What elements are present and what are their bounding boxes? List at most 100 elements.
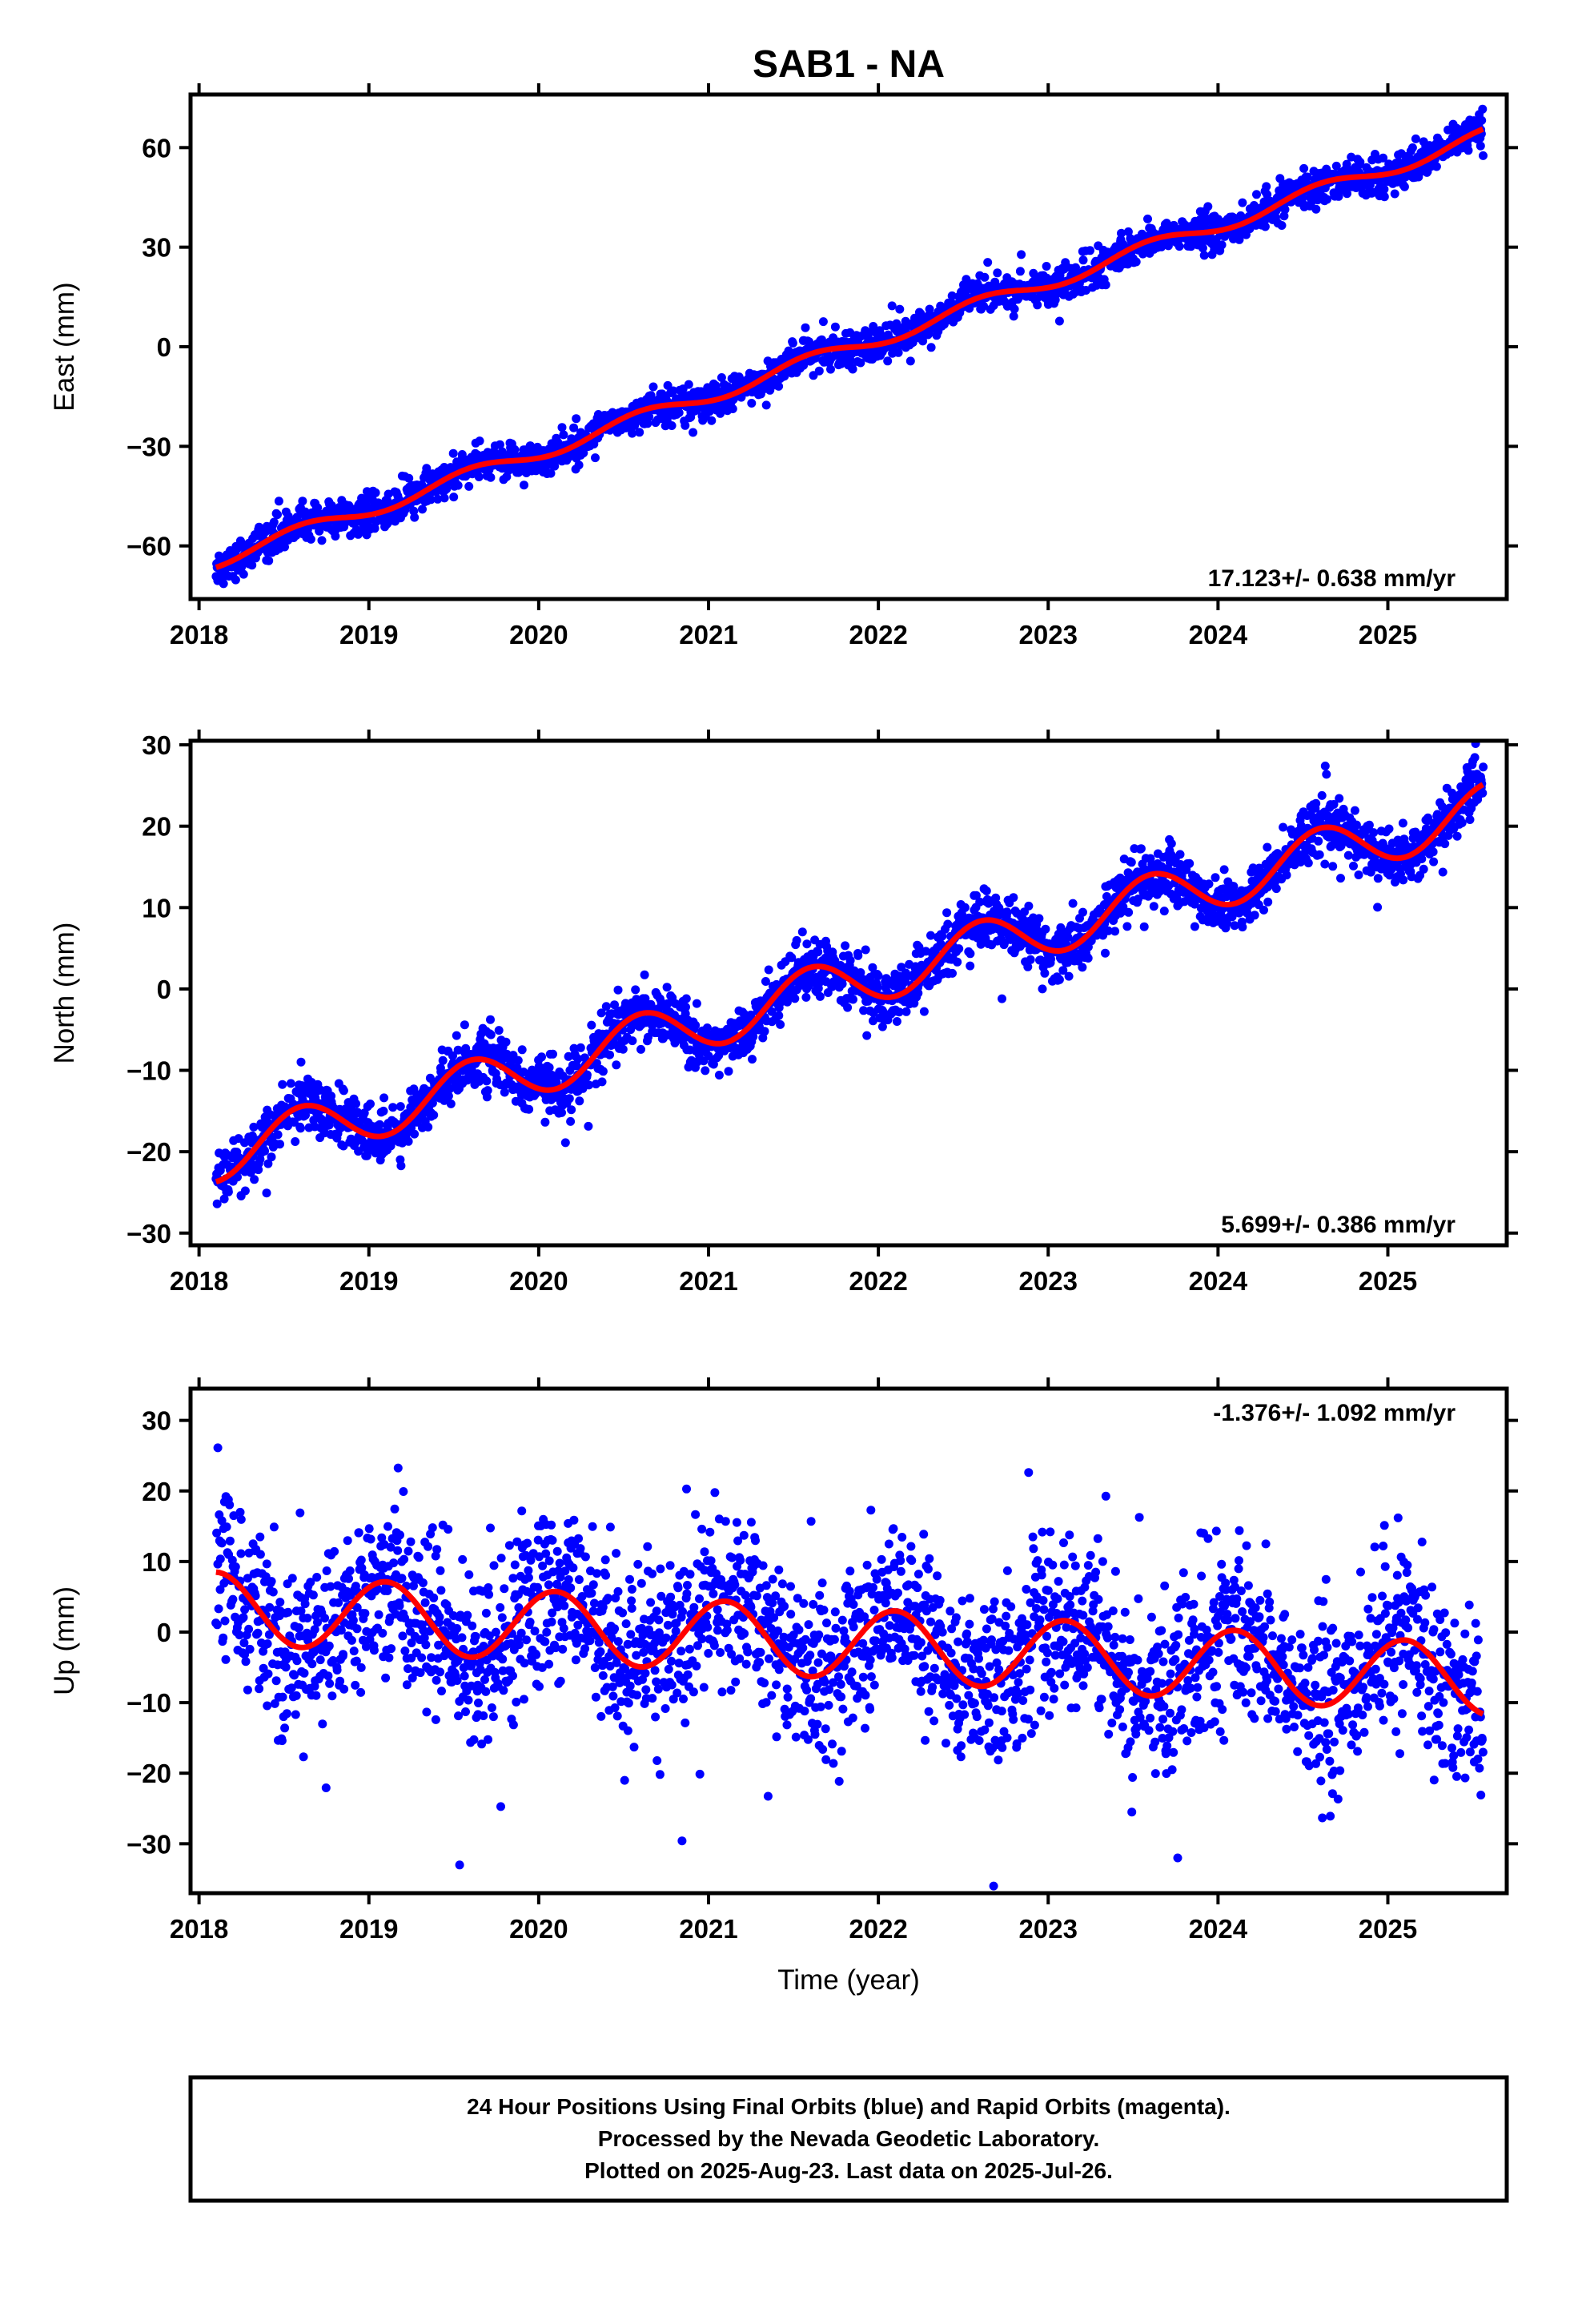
east-point (1086, 246, 1094, 255)
east-point (1390, 189, 1399, 199)
north-point (375, 1120, 384, 1129)
east-point (689, 428, 698, 437)
north-point (938, 931, 947, 941)
north-point (260, 1146, 270, 1156)
east-point (925, 304, 934, 314)
east-point (1143, 214, 1152, 223)
east-point (1010, 304, 1019, 314)
east-point (1477, 115, 1487, 125)
north-point (557, 1108, 566, 1117)
east-point (546, 468, 556, 478)
chart-title: SAB1 - NA (753, 43, 945, 86)
east-point (728, 404, 737, 413)
east-point (306, 534, 315, 544)
north-point (573, 1054, 583, 1063)
north-point (1136, 844, 1146, 854)
north-point (849, 995, 857, 1004)
north-point (424, 1122, 433, 1132)
east-point (1478, 104, 1488, 114)
east-point (830, 322, 840, 332)
north-point (748, 1055, 757, 1064)
north-point (1068, 899, 1078, 908)
east-point (410, 513, 420, 522)
north-point (1399, 875, 1408, 885)
north-point (1139, 922, 1149, 931)
east-point (1279, 211, 1289, 221)
north-point (249, 1122, 259, 1132)
north-point (1002, 907, 1012, 917)
north-point (1438, 867, 1447, 877)
east-point (1260, 222, 1270, 231)
north-point (1078, 963, 1087, 972)
north-point (892, 1017, 901, 1026)
north-point (1185, 858, 1195, 868)
east-point (1235, 235, 1244, 244)
east-point (818, 317, 828, 327)
north-point (764, 965, 773, 975)
north-point (772, 979, 781, 989)
north-point (582, 1070, 592, 1080)
east-point (1015, 267, 1025, 276)
north-point (636, 1044, 645, 1054)
east-point (1355, 157, 1365, 167)
east-point (895, 304, 905, 314)
north-point (1322, 770, 1331, 779)
east-point (280, 542, 289, 552)
east-point (1198, 243, 1207, 253)
east-point (418, 505, 427, 514)
east-point (684, 380, 693, 389)
north-point (1279, 822, 1288, 832)
north-point (1026, 955, 1035, 964)
north-point (1320, 859, 1330, 869)
north-point (919, 1007, 929, 1016)
north-point (1317, 790, 1327, 800)
north-point (1238, 923, 1247, 932)
north-point (1229, 882, 1239, 891)
east-point (707, 416, 717, 425)
north-point (856, 968, 865, 977)
north-point (339, 1086, 348, 1096)
east-point (774, 381, 784, 391)
east-point (572, 414, 581, 424)
north-point (500, 1088, 509, 1097)
north-point (296, 1057, 306, 1067)
north-point (295, 1124, 305, 1133)
east-point (856, 358, 865, 368)
north-point (1023, 962, 1033, 971)
north-point (943, 919, 953, 929)
north-point (396, 1102, 405, 1112)
east-xtick-label: 2024 (1189, 620, 1248, 649)
east-ytick-label: 30 (142, 233, 171, 263)
north-point (1230, 921, 1239, 931)
north-point (1134, 895, 1143, 903)
north-point (774, 1011, 784, 1020)
east-ytick-label: −30 (126, 432, 171, 461)
north-point (681, 1033, 690, 1043)
north-point (1417, 854, 1427, 863)
north-point (1190, 922, 1199, 931)
east-point (747, 399, 757, 408)
east-point (231, 575, 240, 585)
north-point (548, 1049, 557, 1059)
north-point (366, 1100, 375, 1108)
north-point (948, 968, 957, 978)
east-point (1303, 172, 1312, 182)
east-point (1009, 312, 1018, 321)
north-point (1428, 847, 1438, 857)
north-point (453, 1045, 463, 1055)
north-point (1046, 955, 1056, 964)
north-point (640, 994, 650, 1003)
north-point (1204, 879, 1214, 889)
east-point (705, 407, 714, 416)
north-point (486, 1030, 496, 1039)
north-point (410, 1129, 420, 1139)
north-point (612, 1060, 621, 1070)
north-point (1058, 966, 1068, 975)
north-point (692, 999, 701, 1008)
east-point (1323, 195, 1331, 204)
north-point (767, 1007, 777, 1016)
north-point (564, 1094, 574, 1104)
east-point (667, 421, 677, 430)
east-point (474, 472, 484, 481)
north-point (575, 1096, 584, 1106)
